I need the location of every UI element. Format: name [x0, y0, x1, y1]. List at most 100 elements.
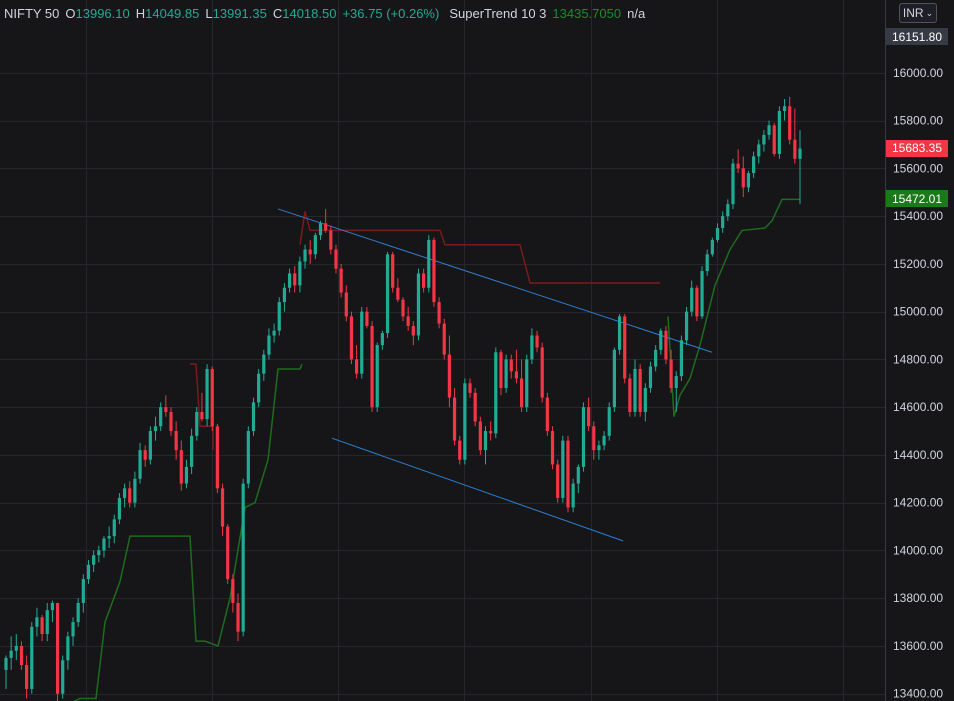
candle-body — [303, 249, 307, 262]
candle-body — [220, 488, 225, 527]
close-label: C — [272, 5, 283, 21]
price-tick-label: 14000.00 — [893, 543, 943, 557]
candle-body — [437, 302, 441, 324]
candle-body — [86, 564, 91, 580]
candle-body — [61, 660, 65, 694]
candle-body — [772, 125, 776, 155]
candle-body — [81, 579, 85, 603]
currency-selector[interactable]: INR ⌄ — [899, 3, 937, 23]
candle-body — [447, 354, 452, 398]
candle-body — [452, 397, 457, 441]
candle-body — [504, 359, 508, 389]
candle-body — [509, 359, 513, 372]
trend-channel[interactable] — [277, 208, 713, 542]
candle-body — [494, 352, 498, 434]
candle-body — [499, 352, 503, 389]
candle-body — [349, 316, 354, 360]
candle-body — [133, 478, 137, 503]
candle-body — [602, 435, 606, 446]
last-price-text: 15683.35 — [891, 141, 943, 156]
candle-body — [782, 106, 787, 112]
supertrend-price-tag: 15472.01 — [886, 190, 948, 208]
candle-body — [422, 273, 426, 288]
supertrend-price-text: 15472.01 — [891, 191, 943, 206]
candle-body — [793, 139, 797, 159]
candlestick-series — [4, 96, 802, 701]
candle-body — [391, 254, 395, 288]
candle-body — [458, 440, 462, 460]
candle-body — [365, 311, 369, 326]
candle-body — [525, 359, 529, 408]
symbol-name[interactable]: NIFTY 50 — [4, 5, 60, 21]
candle-body — [473, 392, 477, 422]
candle-body — [148, 431, 152, 460]
candle-body — [164, 407, 168, 412]
supertrend-line-down — [190, 363, 214, 451]
supertrend-line-up — [73, 363, 303, 701]
candle-body — [339, 268, 343, 293]
candle-body — [643, 388, 647, 412]
open-label: O — [65, 5, 76, 21]
price-axis[interactable]: 13400.00 13600.00 13800.00 14000.00 14200.00… — [885, 0, 954, 701]
candle-body — [66, 636, 70, 661]
candle-body — [762, 134, 766, 145]
candle-body — [674, 376, 678, 389]
candle-body — [40, 617, 44, 635]
candle-body — [344, 292, 348, 317]
candle-body — [226, 526, 230, 580]
candle-body — [236, 602, 240, 632]
chevron-down-icon: ⌄ — [925, 7, 934, 18]
candle-body — [669, 359, 673, 389]
candle-body — [746, 173, 751, 188]
candle-body — [334, 249, 338, 269]
candle-body — [184, 466, 189, 484]
candle-body — [757, 144, 761, 157]
candle-body — [246, 431, 250, 484]
candle-body — [9, 650, 13, 658]
candle-body — [561, 440, 565, 498]
candle-body — [370, 325, 374, 408]
candle-body — [530, 335, 534, 360]
indicator-name[interactable]: SuperTrend 10 3 — [449, 5, 547, 21]
candle-body — [628, 378, 632, 412]
candle-body — [380, 333, 384, 346]
low-label: L — [205, 5, 213, 21]
candle-body — [788, 106, 792, 140]
candle-body — [767, 125, 771, 135]
supertrend-indicator — [73, 198, 800, 701]
candle-body — [468, 383, 472, 393]
candle-body — [169, 411, 173, 432]
price-tick-label: 15400.00 — [893, 209, 943, 223]
candle-body — [721, 216, 725, 229]
candle-body — [695, 287, 699, 317]
candle-body — [798, 148, 802, 159]
candle-body — [329, 230, 333, 250]
close-value: 14018.50 — [282, 5, 337, 21]
candle-body — [638, 368, 642, 412]
price-tick-label: 15200.00 — [893, 257, 943, 271]
price-tick-label: 15000.00 — [893, 305, 943, 319]
candle-body — [478, 421, 482, 451]
axis-background — [885, 0, 954, 701]
candle-body — [200, 411, 204, 420]
price-tick-label: 14600.00 — [893, 400, 943, 414]
candle-body — [545, 397, 549, 432]
low-value: 13991.35 — [212, 5, 267, 21]
high-label: H — [135, 5, 146, 21]
price-tick-label: 13400.00 — [893, 687, 943, 701]
candle-body — [231, 579, 235, 603]
candle-body — [535, 335, 539, 348]
candle-body — [736, 163, 740, 169]
candle-body — [411, 325, 415, 336]
candle-body — [179, 450, 183, 484]
candle-body — [519, 378, 524, 408]
candle-body — [731, 163, 735, 205]
candle-body — [550, 431, 555, 465]
candle-body — [97, 550, 101, 556]
candle-body — [4, 657, 8, 670]
candle-body — [122, 488, 127, 498]
candle-body — [19, 645, 24, 666]
price-tick-label: 15800.00 — [893, 114, 943, 128]
candle-body — [416, 273, 421, 336]
